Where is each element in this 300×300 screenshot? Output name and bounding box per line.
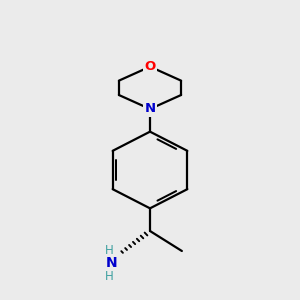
Text: H: H [105,244,113,257]
Text: N: N [144,103,156,116]
Text: O: O [144,60,156,73]
Text: H: H [105,269,113,283]
Text: N: N [106,256,117,270]
